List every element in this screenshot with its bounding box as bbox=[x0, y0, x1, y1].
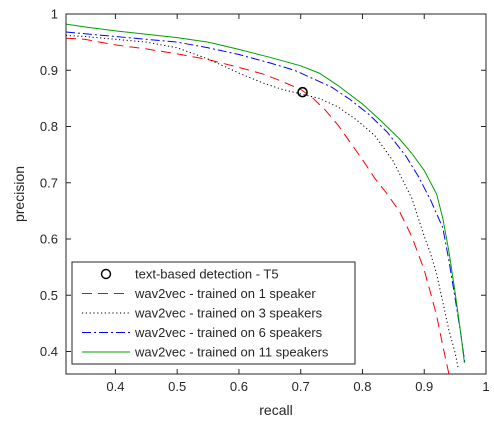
text-based-detection-marker bbox=[297, 86, 308, 98]
legend-marker-point bbox=[100, 268, 112, 280]
x-tick-label: 0.9 bbox=[415, 379, 433, 394]
x-axis-label: recall bbox=[259, 402, 292, 418]
legend-label-3: wav2vec - trained on 6 speakers bbox=[134, 325, 323, 340]
x-tick-label: 0.8 bbox=[353, 379, 371, 394]
x-tick-label: 0.5 bbox=[168, 379, 186, 394]
y-tick-label: 1 bbox=[51, 7, 58, 22]
y-tick-label: 0.6 bbox=[40, 232, 58, 247]
series-line-1 bbox=[66, 37, 450, 374]
y-axis: 0.4 0.5 0.6 0.7 0.8 0.9 1 bbox=[40, 7, 486, 359]
legend-label-1: wav2vec - trained on 1 speaker bbox=[134, 286, 316, 301]
x-axis: 0.4 0.5 0.6 0.7 0.8 0.9 1 bbox=[106, 14, 490, 394]
series-line-4 bbox=[66, 23, 465, 363]
marker-layer bbox=[297, 86, 308, 98]
x-tick-label: 0.7 bbox=[292, 379, 310, 394]
y-axis-label: precision bbox=[11, 166, 27, 222]
x-tick-label: 0.4 bbox=[106, 379, 124, 394]
y-tick-label: 0.8 bbox=[40, 119, 58, 134]
x-tick-label: 1 bbox=[482, 379, 489, 394]
y-tick-label: 0.9 bbox=[40, 63, 58, 78]
y-tick-label: 0.7 bbox=[40, 175, 58, 190]
legend: text-based detection - T5 wav2vec - train… bbox=[71, 261, 356, 365]
y-tick-label: 0.4 bbox=[40, 344, 58, 359]
plot-frame bbox=[65, 13, 487, 375]
legend-label-point: text-based detection - T5 bbox=[135, 267, 279, 282]
legend-box bbox=[71, 261, 356, 365]
series-layer bbox=[66, 23, 466, 374]
y-tick-label: 0.5 bbox=[40, 288, 58, 303]
series-line-3 bbox=[66, 31, 466, 364]
legend-label-2: wav2vec - trained on 3 speakers bbox=[134, 306, 323, 321]
legend-label-4: wav2vec - trained on 11 speakers bbox=[134, 345, 329, 360]
x-tick-label: 0.6 bbox=[230, 379, 248, 394]
